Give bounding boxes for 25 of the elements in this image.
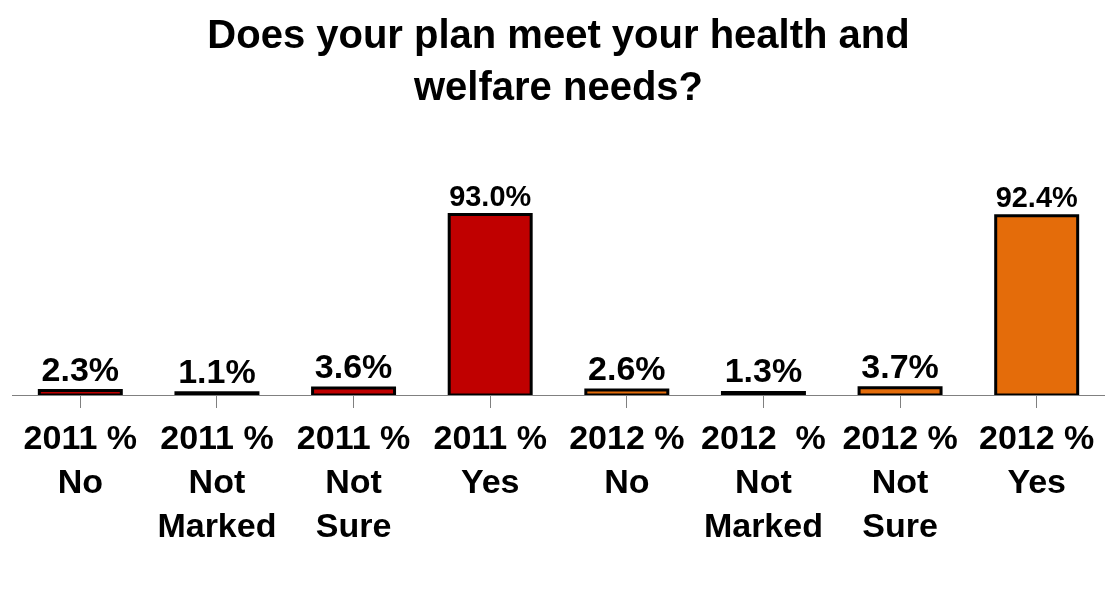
data-label: 1.3% [724,351,803,390]
x-tick-label: 2012 % No [569,417,685,500]
x-tick-label: 2011 % Yes [433,417,547,500]
bar [447,213,533,395]
x-tick-label: 2011 % No [23,417,138,500]
data-label: 93.0% [449,179,532,212]
data-label: 2.6% [588,348,666,387]
data-label: 3.6% [314,347,393,386]
bar [584,388,670,395]
x-tick-label: 2012 % Yes [979,417,1095,500]
bar [37,389,123,395]
bar [174,391,260,395]
bar [857,386,943,395]
x-tick-label: 2011 % Not Marked [157,417,277,545]
data-label: 92.4% [995,180,1078,213]
data-label: 1.1% [178,351,256,390]
data-label: 2.3% [41,349,120,388]
x-tick-label: 2012 % Not Sure [842,417,958,545]
bar [994,214,1080,395]
chart-title: Does your plan meet your health and welfare needs? [207,12,910,108]
bar [720,390,806,395]
x-tick-label: 2012 % Not Marked [701,417,826,545]
bar [311,386,397,395]
x-tick-label: 2011 % Not Sure [296,417,411,545]
data-label: 3.7% [861,346,939,385]
